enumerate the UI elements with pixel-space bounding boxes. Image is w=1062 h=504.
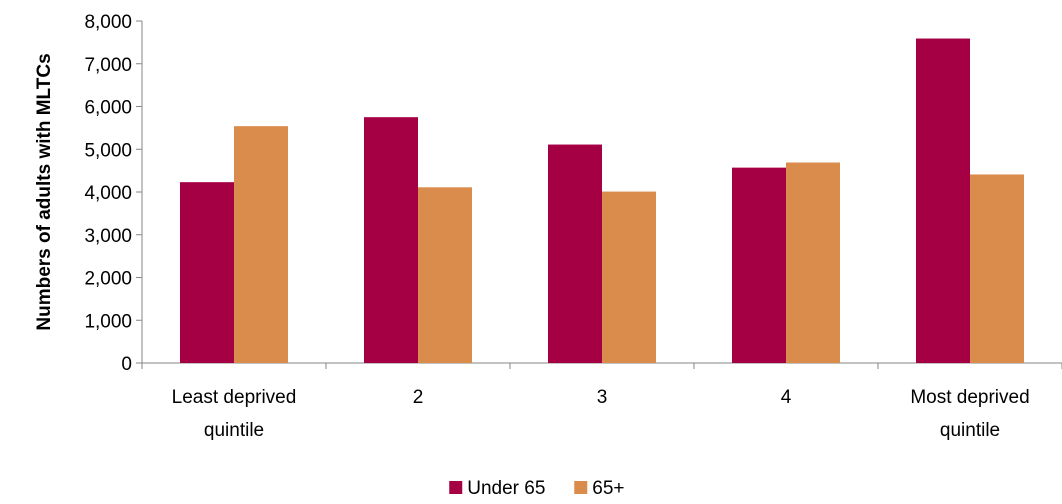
legend-label: Under 65 <box>467 478 545 499</box>
x-tick-label: 4 <box>781 387 792 408</box>
y-tick-label: 1,000 <box>84 311 132 332</box>
x-tick-label: 2 <box>413 387 424 408</box>
bar-65plus-4 <box>786 162 840 363</box>
x-tick-label: Most deprived <box>910 387 1029 408</box>
bar-under-65-3 <box>548 144 602 363</box>
plot-area: 0 1,000 2,000 3,000 4,000 5,000 6,000 7,000 8,00… <box>84 12 1062 441</box>
y-tick-label: 5,000 <box>84 140 132 161</box>
legend-label: 65+ <box>592 478 624 499</box>
bar-under-65-1 <box>180 182 234 363</box>
y-tick-label: 6,000 <box>84 98 132 119</box>
x-tick-label: quintile <box>940 420 1000 441</box>
bar-65plus-3 <box>602 191 656 363</box>
legend: Under 65 65+ <box>449 478 624 499</box>
y-tick-label: 4,000 <box>84 183 132 204</box>
legend-swatch <box>449 481 463 494</box>
y-tick-label: 7,000 <box>84 55 132 76</box>
y-tick-label: 3,000 <box>84 226 132 247</box>
y-tick-label: 0 <box>121 354 132 375</box>
x-tick-label: quintile <box>204 420 264 441</box>
y-axis-title: Numbers of adults with MLTCs <box>34 53 55 330</box>
y-tick-label: 2,000 <box>84 269 132 290</box>
bar-65plus-2 <box>418 187 472 363</box>
bar-under-65-4 <box>732 167 786 363</box>
bar-65plus-1 <box>234 126 288 363</box>
x-tick-label: 3 <box>597 387 608 408</box>
y-tick-label: 8,000 <box>84 12 132 33</box>
bar-under-65-2 <box>364 117 418 363</box>
bar-under-65-5 <box>916 38 970 364</box>
legend-swatch <box>574 481 588 494</box>
x-tick-label: Least deprived <box>172 387 297 408</box>
bar-65plus-5 <box>970 174 1024 363</box>
